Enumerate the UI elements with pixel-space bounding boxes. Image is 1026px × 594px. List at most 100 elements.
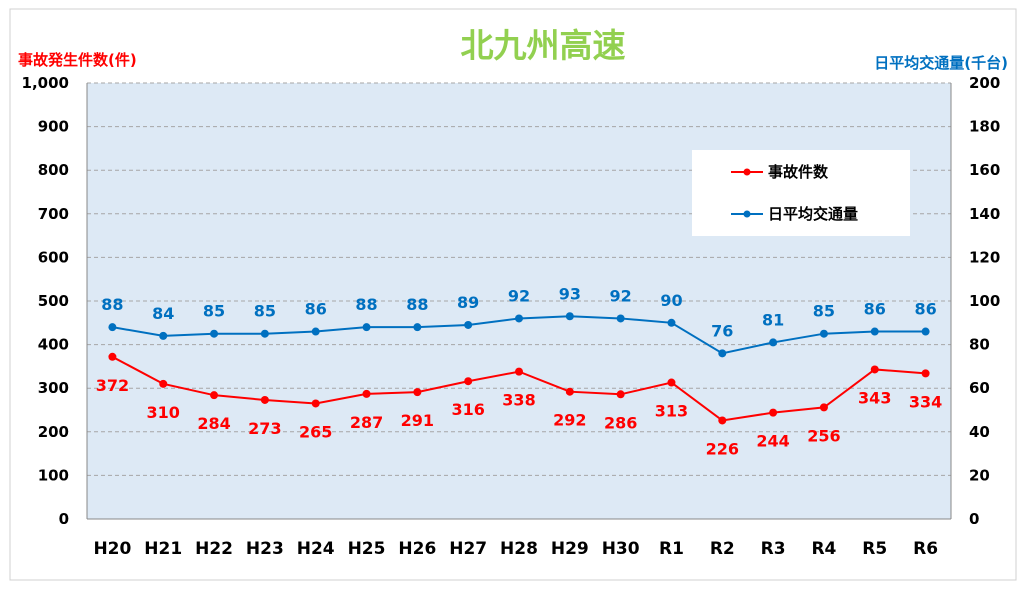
data-label: 343 <box>858 388 891 407</box>
data-point <box>159 331 168 340</box>
right-axis-tick-label: 80 <box>969 336 990 354</box>
data-label: 88 <box>355 295 377 314</box>
data-point <box>819 403 828 412</box>
x-axis-tick-label: H27 <box>449 539 487 559</box>
data-label: 92 <box>508 286 530 305</box>
x-axis-tick-label: R6 <box>913 539 938 559</box>
x-axis-tick-label: R4 <box>811 539 836 559</box>
x-axis-tick-label: R2 <box>710 539 735 559</box>
data-point <box>921 369 930 378</box>
data-label: 81 <box>762 310 784 329</box>
data-label: 256 <box>807 426 840 445</box>
series-accidents: 372 310 284 273 265 287 291 316 338 292 286 313 226 2… <box>96 352 942 458</box>
data-point <box>870 327 879 336</box>
data-point <box>718 416 727 425</box>
x-axis-tick-label: H22 <box>195 539 233 559</box>
gridlines <box>86 82 952 520</box>
data-point <box>311 399 320 408</box>
x-axis-tick-label: H23 <box>246 539 284 559</box>
data-label: 287 <box>350 413 383 432</box>
data-label: 265 <box>299 422 332 441</box>
data-label: 93 <box>559 284 581 303</box>
data-point <box>718 349 727 358</box>
data-point <box>870 365 879 374</box>
data-label: 273 <box>248 419 281 438</box>
left-axis-ticks: 0 100 200 300 400 500 600 700 800 900 1,000 <box>22 74 69 528</box>
data-point <box>210 391 219 400</box>
data-label: 338 <box>502 391 535 410</box>
data-point <box>515 367 523 376</box>
data-label: 372 <box>96 376 129 395</box>
left-axis-tick-label: 200 <box>38 423 69 441</box>
data-point <box>819 329 828 338</box>
data-point <box>210 329 219 338</box>
series-layer: 372 310 284 273 265 287 291 316 338 292 286 313 226 2… <box>96 284 943 458</box>
data-label: 86 <box>914 300 936 319</box>
chart-title: 北九州高速 <box>461 26 626 65</box>
data-label: 286 <box>604 413 637 432</box>
left-axis-tick-label: 500 <box>38 292 69 310</box>
left-axis-tick-label: 300 <box>38 379 69 397</box>
x-axis-tick-label: H21 <box>144 539 182 559</box>
right-axis-title: 日平均交通量(千台) <box>874 54 1008 72</box>
data-label: 84 <box>152 304 174 323</box>
x-axis-tick-label: R1 <box>659 539 684 559</box>
data-point <box>616 390 625 399</box>
x-axis-tick-label: H30 <box>602 539 640 559</box>
left-axis-tick-label: 400 <box>38 336 69 354</box>
right-axis-tick-label: 120 <box>969 248 1000 266</box>
left-axis-tick-label: 0 <box>59 510 69 528</box>
data-label: 92 <box>610 286 632 305</box>
data-point <box>362 323 371 332</box>
data-label: 244 <box>756 432 789 451</box>
left-axis-tick-label: 900 <box>38 118 69 136</box>
legend-marker-accidents <box>743 168 751 176</box>
right-axis-tick-label: 20 <box>969 466 990 484</box>
data-point <box>260 395 269 404</box>
data-point <box>769 408 778 417</box>
x-axis-tick-label: R3 <box>761 539 786 559</box>
x-axis-tick-label: H26 <box>398 539 436 559</box>
right-axis-tick-label: 0 <box>969 510 979 528</box>
data-label: 85 <box>203 302 225 321</box>
data-point <box>464 377 473 386</box>
data-label: 86 <box>864 300 886 319</box>
left-axis-tick-label: 600 <box>38 248 69 266</box>
right-axis-tick-label: 160 <box>969 161 1000 179</box>
data-label: 292 <box>553 411 586 430</box>
data-point <box>260 329 269 338</box>
data-point <box>921 327 930 336</box>
data-label: 310 <box>147 403 180 422</box>
data-point <box>565 312 574 321</box>
right-axis-tick-label: 40 <box>969 423 990 441</box>
data-point <box>413 323 422 332</box>
x-axis-tick-label: H25 <box>348 539 386 559</box>
data-label: 316 <box>451 400 484 419</box>
data-point <box>159 379 168 388</box>
data-point <box>616 314 625 323</box>
data-point <box>515 314 523 323</box>
data-label: 334 <box>909 392 942 411</box>
data-label: 89 <box>457 293 479 312</box>
right-axis-tick-label: 60 <box>969 379 990 397</box>
x-axis-tick-label: H29 <box>551 539 589 559</box>
data-label: 291 <box>401 411 434 430</box>
data-point <box>565 387 574 396</box>
data-label: 284 <box>197 414 230 433</box>
data-point <box>769 338 778 347</box>
legend-label-traffic: 日平均交通量 <box>768 205 858 223</box>
legend-marker-traffic <box>743 210 751 218</box>
data-label: 85 <box>254 302 276 321</box>
legend-box <box>692 150 910 236</box>
x-axis-tick-label: H28 <box>500 539 538 559</box>
x-axis-tick-label: H24 <box>297 539 335 559</box>
legend: 事故件数 日平均交通量 <box>692 150 910 236</box>
x-axis-tick-label: R5 <box>862 539 887 559</box>
legend-label-accidents: 事故件数 <box>768 163 829 181</box>
right-axis-ticks: 0 20 40 60 80 100 120 140 160 180 200 <box>969 74 1000 528</box>
data-point <box>362 389 371 398</box>
left-axis-tick-label: 800 <box>38 161 69 179</box>
left-axis-tick-label: 700 <box>38 205 69 223</box>
